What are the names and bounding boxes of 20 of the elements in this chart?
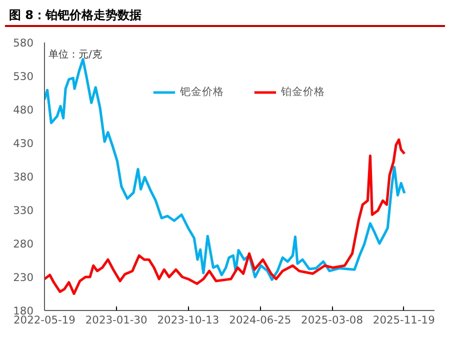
y-tick-label: 380: [13, 170, 34, 184]
y-tick-label: 530: [13, 70, 34, 83]
line-series: [44, 58, 406, 281]
y-tick-label: 480: [13, 104, 34, 116]
y-tick-label: 280: [13, 238, 34, 250]
y-tick-label: 580: [13, 36, 34, 50]
y-tick-label: 330: [13, 204, 34, 217]
x-tick-label: 2023-10-13: [157, 314, 220, 326]
x-tick-label: 2022-05-19: [14, 314, 76, 326]
legend-label: 钯金价格: [180, 85, 224, 99]
chart-title: 图 8：铂钯价格走势数据: [9, 7, 142, 24]
legend-label: 铂金价格: [281, 85, 325, 99]
y-tick-label: 430: [13, 137, 34, 150]
x-tick-label: 2025-03-08: [301, 314, 364, 326]
y-tick-label: 230: [13, 271, 34, 284]
annotation: 单位：元/克: [48, 48, 102, 60]
x-tick-label: 2024-06-25: [229, 314, 292, 326]
x-tick-label: 2023-01-30: [85, 314, 148, 326]
line-series: [44, 138, 406, 295]
x-tick-label: 2025-11-19: [372, 314, 436, 326]
